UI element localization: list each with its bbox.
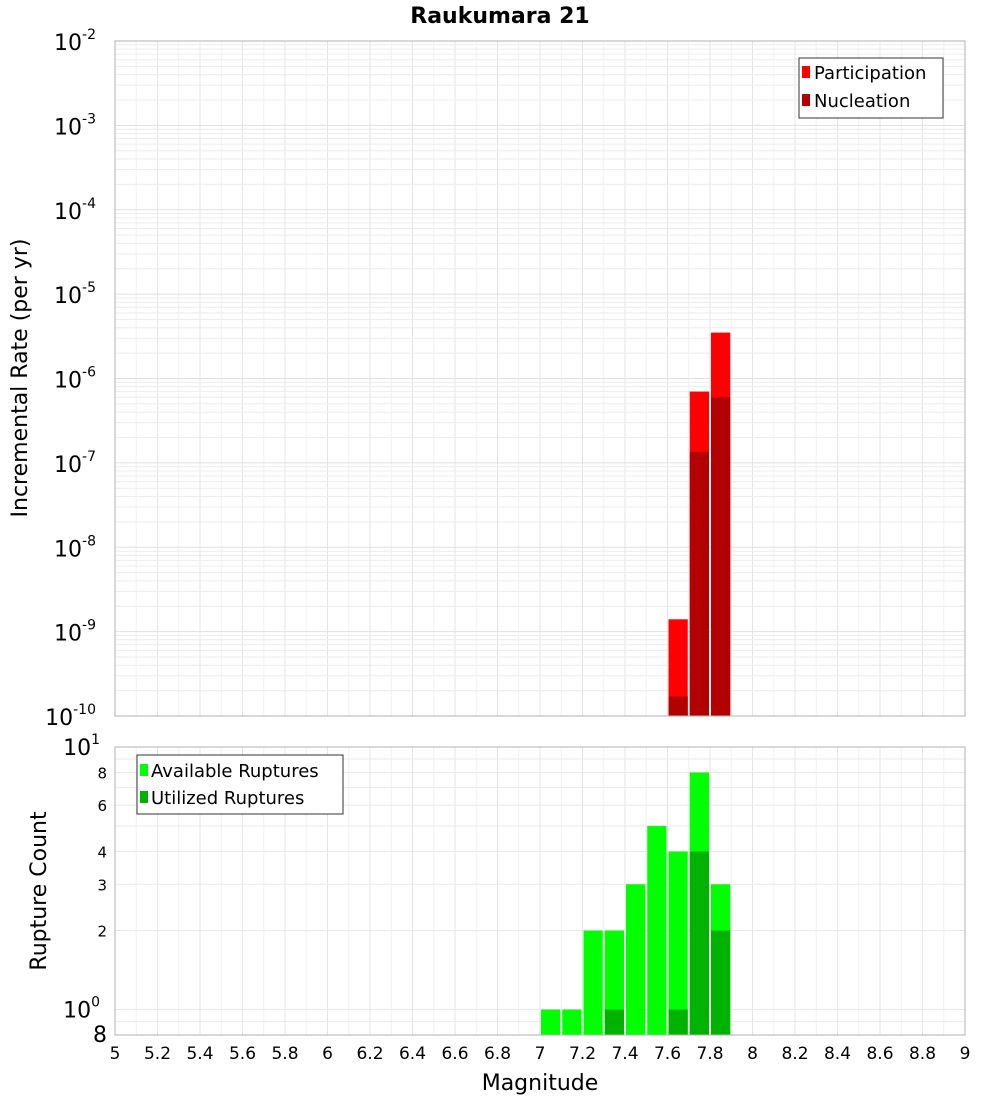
top-y-tick-label: 10-8 xyxy=(54,533,96,562)
x-tick-label: 8.6 xyxy=(866,1044,893,1064)
x-tick-label: 5.2 xyxy=(144,1044,171,1064)
bottom-y-minor-tick-label: 8 xyxy=(97,764,107,782)
x-axis-title: Magnitude xyxy=(482,1071,599,1096)
bottom-bar-available-ruptures xyxy=(583,930,603,1035)
legend-swatch-participation xyxy=(802,66,810,78)
top-bar-participation xyxy=(668,619,688,716)
x-tick-label: 7.8 xyxy=(696,1044,723,1064)
bottom-plot-border xyxy=(114,746,966,1036)
legend-swatch-available-ruptures xyxy=(140,764,148,776)
bottom-y-minor-tick-label: 2 xyxy=(97,923,107,941)
x-tick-label: 8.4 xyxy=(824,1044,851,1064)
top-bars xyxy=(668,332,731,716)
bottom-y-major-tick-label: 101 xyxy=(63,732,100,761)
bottom-bar-utilized-ruptures xyxy=(604,1009,624,1035)
x-tick-label: 6.6 xyxy=(441,1044,468,1064)
bottom-legend-box xyxy=(136,754,344,815)
top-bar-nucleation xyxy=(689,451,709,716)
legend-swatch-nucleation xyxy=(802,94,810,106)
bottom-y-minor-tick-label: 6 xyxy=(97,797,107,815)
x-tick-label: 5.4 xyxy=(186,1044,213,1064)
x-tick-label: 5.6 xyxy=(229,1044,256,1064)
bottom-bar-utilized-ruptures xyxy=(668,1009,688,1035)
bottom-bar-available-ruptures xyxy=(562,1009,582,1035)
x-tick-label: 9 xyxy=(960,1044,971,1064)
x-tick-label: 7.4 xyxy=(611,1044,638,1064)
bottom-bar-utilized-ruptures xyxy=(689,851,709,1035)
bottom-bar-available-ruptures xyxy=(647,826,667,1035)
x-tick-label: 7 xyxy=(535,1044,546,1064)
bottom-bar-utilized-ruptures xyxy=(711,930,731,1035)
top-y-tick-label: 10-7 xyxy=(54,449,96,478)
bottom-bar-available-ruptures xyxy=(668,851,688,1035)
x-tick-label: 6.4 xyxy=(399,1044,426,1064)
x-tick-label: 8.2 xyxy=(781,1044,808,1064)
chart-title: Raukumara 21 xyxy=(410,4,589,29)
bottom-y-minor-tick-label: 4 xyxy=(97,843,107,861)
top-bar-nucleation xyxy=(711,397,731,716)
x-tick-label: 8 xyxy=(747,1044,758,1064)
x-tick-label: 5 xyxy=(110,1044,121,1064)
top-y-tick-labels: 10-2 10-3 10-4 10-5 10-6 10-7 10-8 10-9 10-10 xyxy=(45,27,96,731)
bottom-legend: Available Ruptures Utilized Ruptures xyxy=(136,754,344,815)
legend-swatch-utilized-ruptures xyxy=(140,791,148,803)
top-y-tick-label: 10-6 xyxy=(54,365,96,394)
legend-label-nucleation: Nucleation xyxy=(814,91,910,112)
legend-label-utilized-ruptures: Utilized Ruptures xyxy=(151,788,304,809)
x-tick-label: 7.6 xyxy=(654,1044,681,1064)
bottom-bar-available-ruptures xyxy=(604,930,624,1035)
bottom-y-axis-title: Rupture Count xyxy=(27,811,52,971)
x-tick-label: 6.2 xyxy=(356,1044,383,1064)
top-plot-border xyxy=(114,40,966,717)
top-y-axis-title: Incremental Rate (per yr) xyxy=(8,239,33,518)
top-y-tick-label: 10-3 xyxy=(54,111,96,140)
top-legend: Participation Nucleation xyxy=(798,57,944,119)
top-y-tick-label: 10-9 xyxy=(54,618,96,647)
top-y-tick-label: 10-5 xyxy=(54,280,96,309)
legend-label-available-ruptures: Available Ruptures xyxy=(151,761,319,782)
top-y-tick-label: 10-10 xyxy=(45,702,96,731)
incremental-rate-panel: 10-2 10-3 10-4 10-5 10-6 10-7 10-8 10-9 10-10 In… xyxy=(8,27,966,731)
x-tick-label: 6.8 xyxy=(484,1044,511,1064)
x-tick-label: 6 xyxy=(322,1044,333,1064)
top-bar-nucleation xyxy=(668,696,688,716)
bottom-y-minor-tick-label: 8 xyxy=(93,1023,107,1048)
legend-label-participation: Participation xyxy=(814,63,926,84)
x-tick-labels: 5 5.2 5.4 5.6 5.8 6 6.2 6.4 6.6 6.8 7 7.2 7.4 7.6 7.8 8… xyxy=(110,1044,971,1064)
x-tick-label: 7.2 xyxy=(569,1044,596,1064)
x-tick-label: 5.8 xyxy=(271,1044,298,1064)
bottom-y-minor-tick-label: 3 xyxy=(97,876,107,894)
bottom-bar-available-ruptures xyxy=(541,1009,561,1035)
bottom-y-major-tick-label: 100 xyxy=(63,995,100,1024)
top-gridlines xyxy=(114,41,966,717)
bottom-bar-available-ruptures xyxy=(626,884,646,1035)
top-legend-box xyxy=(798,57,944,119)
top-y-tick-label: 10-4 xyxy=(54,196,96,225)
top-y-tick-label: 10-2 xyxy=(54,27,96,56)
x-tick-label: 8.8 xyxy=(909,1044,936,1064)
bottom-bars xyxy=(541,772,731,1035)
